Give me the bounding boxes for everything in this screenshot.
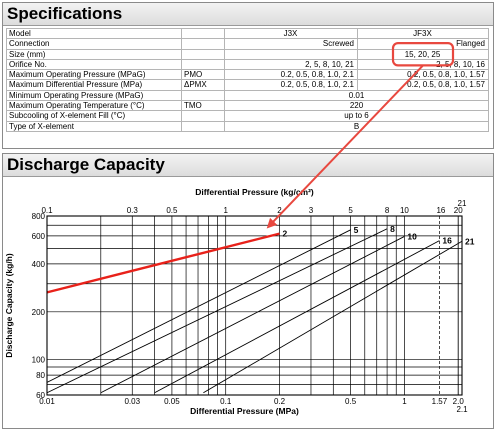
series-line-8 xyxy=(46,228,388,394)
discharge-capacity-panel: Discharge Capacity xyxy=(2,153,494,429)
x2-tick-label: 3 xyxy=(309,206,314,215)
y-tick-label: 400 xyxy=(32,260,46,269)
highlight-box xyxy=(391,41,455,67)
table-row: Subcooling of X-element Fill (°C) up to 6 xyxy=(6,110,489,122)
x-tick-label: 2.0 xyxy=(453,397,465,406)
x2-tick-label: 0.1 xyxy=(41,206,53,215)
table-row: Type of X-element B xyxy=(6,120,489,132)
x2-tick-label: 20 xyxy=(454,206,463,215)
x-tick-label: 0.5 xyxy=(345,397,357,406)
series-line-2 xyxy=(46,232,280,294)
series-line-10 xyxy=(100,236,405,394)
series-line-16 xyxy=(154,240,440,394)
table-row: Maximum Operating Pressure (MPaG) PMO 0.2,… xyxy=(6,69,489,81)
series-label-8: 8 xyxy=(390,224,395,234)
y-tick-label: 200 xyxy=(32,308,46,317)
series-label-5: 5 xyxy=(354,225,359,235)
series-line-21 xyxy=(203,240,463,394)
series-label-10: 10 xyxy=(407,231,417,241)
x2-tick-label: 0.5 xyxy=(166,206,178,215)
y-tick-label: 800 xyxy=(32,212,46,221)
row-value-shared: up to 6 xyxy=(224,110,489,122)
y-tick-label: 600 xyxy=(32,232,46,241)
x2-tick-label: 5 xyxy=(348,206,353,215)
series-label-2: 2 xyxy=(283,229,288,239)
row-value-jf3x: 0.2, 0.5, 0.8, 1.0, 1.57 xyxy=(357,69,489,81)
series-line-5 xyxy=(46,229,351,383)
x-tick-label: 0.03 xyxy=(124,397,140,406)
x-tick-label: 1.57 xyxy=(432,397,448,406)
x-tick-label: 0.2 xyxy=(274,397,286,406)
x-tick-label: 1 xyxy=(402,397,407,406)
x-tick-label: 0.01 xyxy=(39,397,55,406)
highlight-arrow xyxy=(266,64,424,229)
table-row: Maximum Differential Pressure (MPa) ΔPMX 0… xyxy=(6,79,489,91)
x2-tick-label: 16 xyxy=(436,206,445,215)
x-tick-label: 2.1 xyxy=(456,405,468,414)
series-label-21: 21 xyxy=(465,236,475,246)
y-tick-label: 100 xyxy=(32,356,46,365)
row-value-jf3x: 15, 20, 25 xyxy=(357,48,489,60)
table-row: Maximum Operating Temperature (°C) TMO 220 xyxy=(6,100,489,112)
y-tick-label: 60 xyxy=(36,391,45,400)
y-axis-title: Discharge Capacity (kg/h) xyxy=(4,253,14,358)
series-label-16: 16 xyxy=(442,236,452,246)
discharge-capacity-title: Discharge Capacity xyxy=(7,155,165,174)
x2-tick-label: 0.3 xyxy=(127,206,139,215)
table-row: Minimum Operating Pressure (MPaG) 0.01 xyxy=(6,89,489,102)
row-value-shared: B xyxy=(224,120,489,132)
y-tick-label: 80 xyxy=(36,371,45,380)
header-model-jf3x: JF3X xyxy=(357,27,489,40)
x-axis-title: Differential Pressure (MPa) xyxy=(190,406,299,416)
x-tick-label: 0.05 xyxy=(164,397,180,406)
x2-tick-label: 21 xyxy=(458,199,467,208)
plot-frame xyxy=(46,215,463,396)
discharge-capacity-header: Discharge Capacity xyxy=(3,154,493,177)
specifications-header: Specifications xyxy=(3,3,493,26)
table-header-row: Model J3X JF3X xyxy=(6,27,489,40)
row-value-shared: 0.01 xyxy=(224,89,489,102)
row-value-shared: 220 xyxy=(224,100,489,112)
x2-tick-label: 8 xyxy=(385,206,390,215)
x2-tick-label: 2 xyxy=(277,206,282,215)
x2-tick-label: 10 xyxy=(400,206,409,215)
x-tick-label: 0.1 xyxy=(220,397,232,406)
x2-axis-title: Differential Pressure (kg/cm²) xyxy=(195,187,314,197)
x2-tick-label: 1 xyxy=(223,206,228,215)
specifications-title: Specifications xyxy=(7,4,123,23)
row-value-jf3x: 0.2, 0.5, 0.8, 1.0, 1.57 xyxy=(357,79,489,91)
